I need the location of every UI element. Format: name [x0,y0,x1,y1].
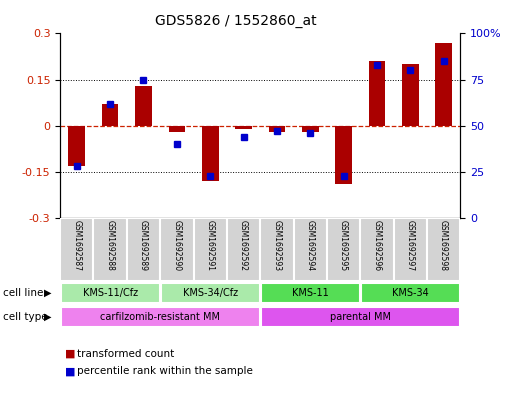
Text: KMS-34/Cfz: KMS-34/Cfz [183,288,238,298]
Text: GSM1692594: GSM1692594 [306,220,315,271]
FancyBboxPatch shape [94,218,127,281]
Text: GSM1692597: GSM1692597 [406,220,415,271]
FancyBboxPatch shape [427,218,460,281]
Text: cell line: cell line [3,288,43,298]
FancyBboxPatch shape [127,218,160,281]
Text: percentile rank within the sample: percentile rank within the sample [77,366,253,376]
Text: ▶: ▶ [44,312,52,322]
Bar [369,61,385,126]
Text: KMS-34: KMS-34 [392,288,429,298]
Text: GSM1692592: GSM1692592 [239,220,248,271]
Bar [168,126,185,132]
FancyBboxPatch shape [327,218,360,281]
Bar [202,126,219,181]
Bar [135,86,152,126]
Text: GSM1692595: GSM1692595 [339,220,348,271]
Text: KMS-11: KMS-11 [292,288,328,298]
Bar [268,126,285,132]
FancyBboxPatch shape [394,218,427,281]
FancyBboxPatch shape [261,283,359,303]
FancyBboxPatch shape [60,218,94,281]
FancyBboxPatch shape [160,218,194,281]
Text: GSM1692589: GSM1692589 [139,220,148,271]
Bar [302,126,319,132]
Text: KMS-11/Cfz: KMS-11/Cfz [83,288,138,298]
Text: GSM1692593: GSM1692593 [272,220,281,271]
Text: GSM1692588: GSM1692588 [106,220,115,271]
Bar [69,126,85,166]
Text: GSM1692596: GSM1692596 [372,220,381,271]
Text: ■: ■ [65,349,76,359]
Text: GSM1692590: GSM1692590 [173,220,181,271]
Bar [235,126,252,129]
Text: transformed count: transformed count [77,349,175,359]
Text: ▶: ▶ [44,288,52,298]
Text: parental MM: parental MM [329,312,391,322]
Bar [335,126,352,184]
Text: cell type: cell type [3,312,47,322]
Text: GSM1692598: GSM1692598 [439,220,448,271]
Bar [402,64,418,126]
FancyBboxPatch shape [261,307,460,327]
Bar [435,42,452,126]
Text: ■: ■ [65,366,76,376]
Text: GSM1692587: GSM1692587 [72,220,81,271]
FancyBboxPatch shape [360,218,394,281]
Text: carfilzomib-resistant MM: carfilzomib-resistant MM [100,312,220,322]
FancyBboxPatch shape [61,307,259,327]
FancyBboxPatch shape [161,283,259,303]
Bar [102,104,119,126]
FancyBboxPatch shape [293,218,327,281]
FancyBboxPatch shape [194,218,227,281]
Text: GDS5826 / 1552860_at: GDS5826 / 1552860_at [154,14,316,28]
FancyBboxPatch shape [227,218,260,281]
FancyBboxPatch shape [61,283,160,303]
FancyBboxPatch shape [361,283,460,303]
Text: GSM1692591: GSM1692591 [206,220,214,271]
FancyBboxPatch shape [260,218,293,281]
